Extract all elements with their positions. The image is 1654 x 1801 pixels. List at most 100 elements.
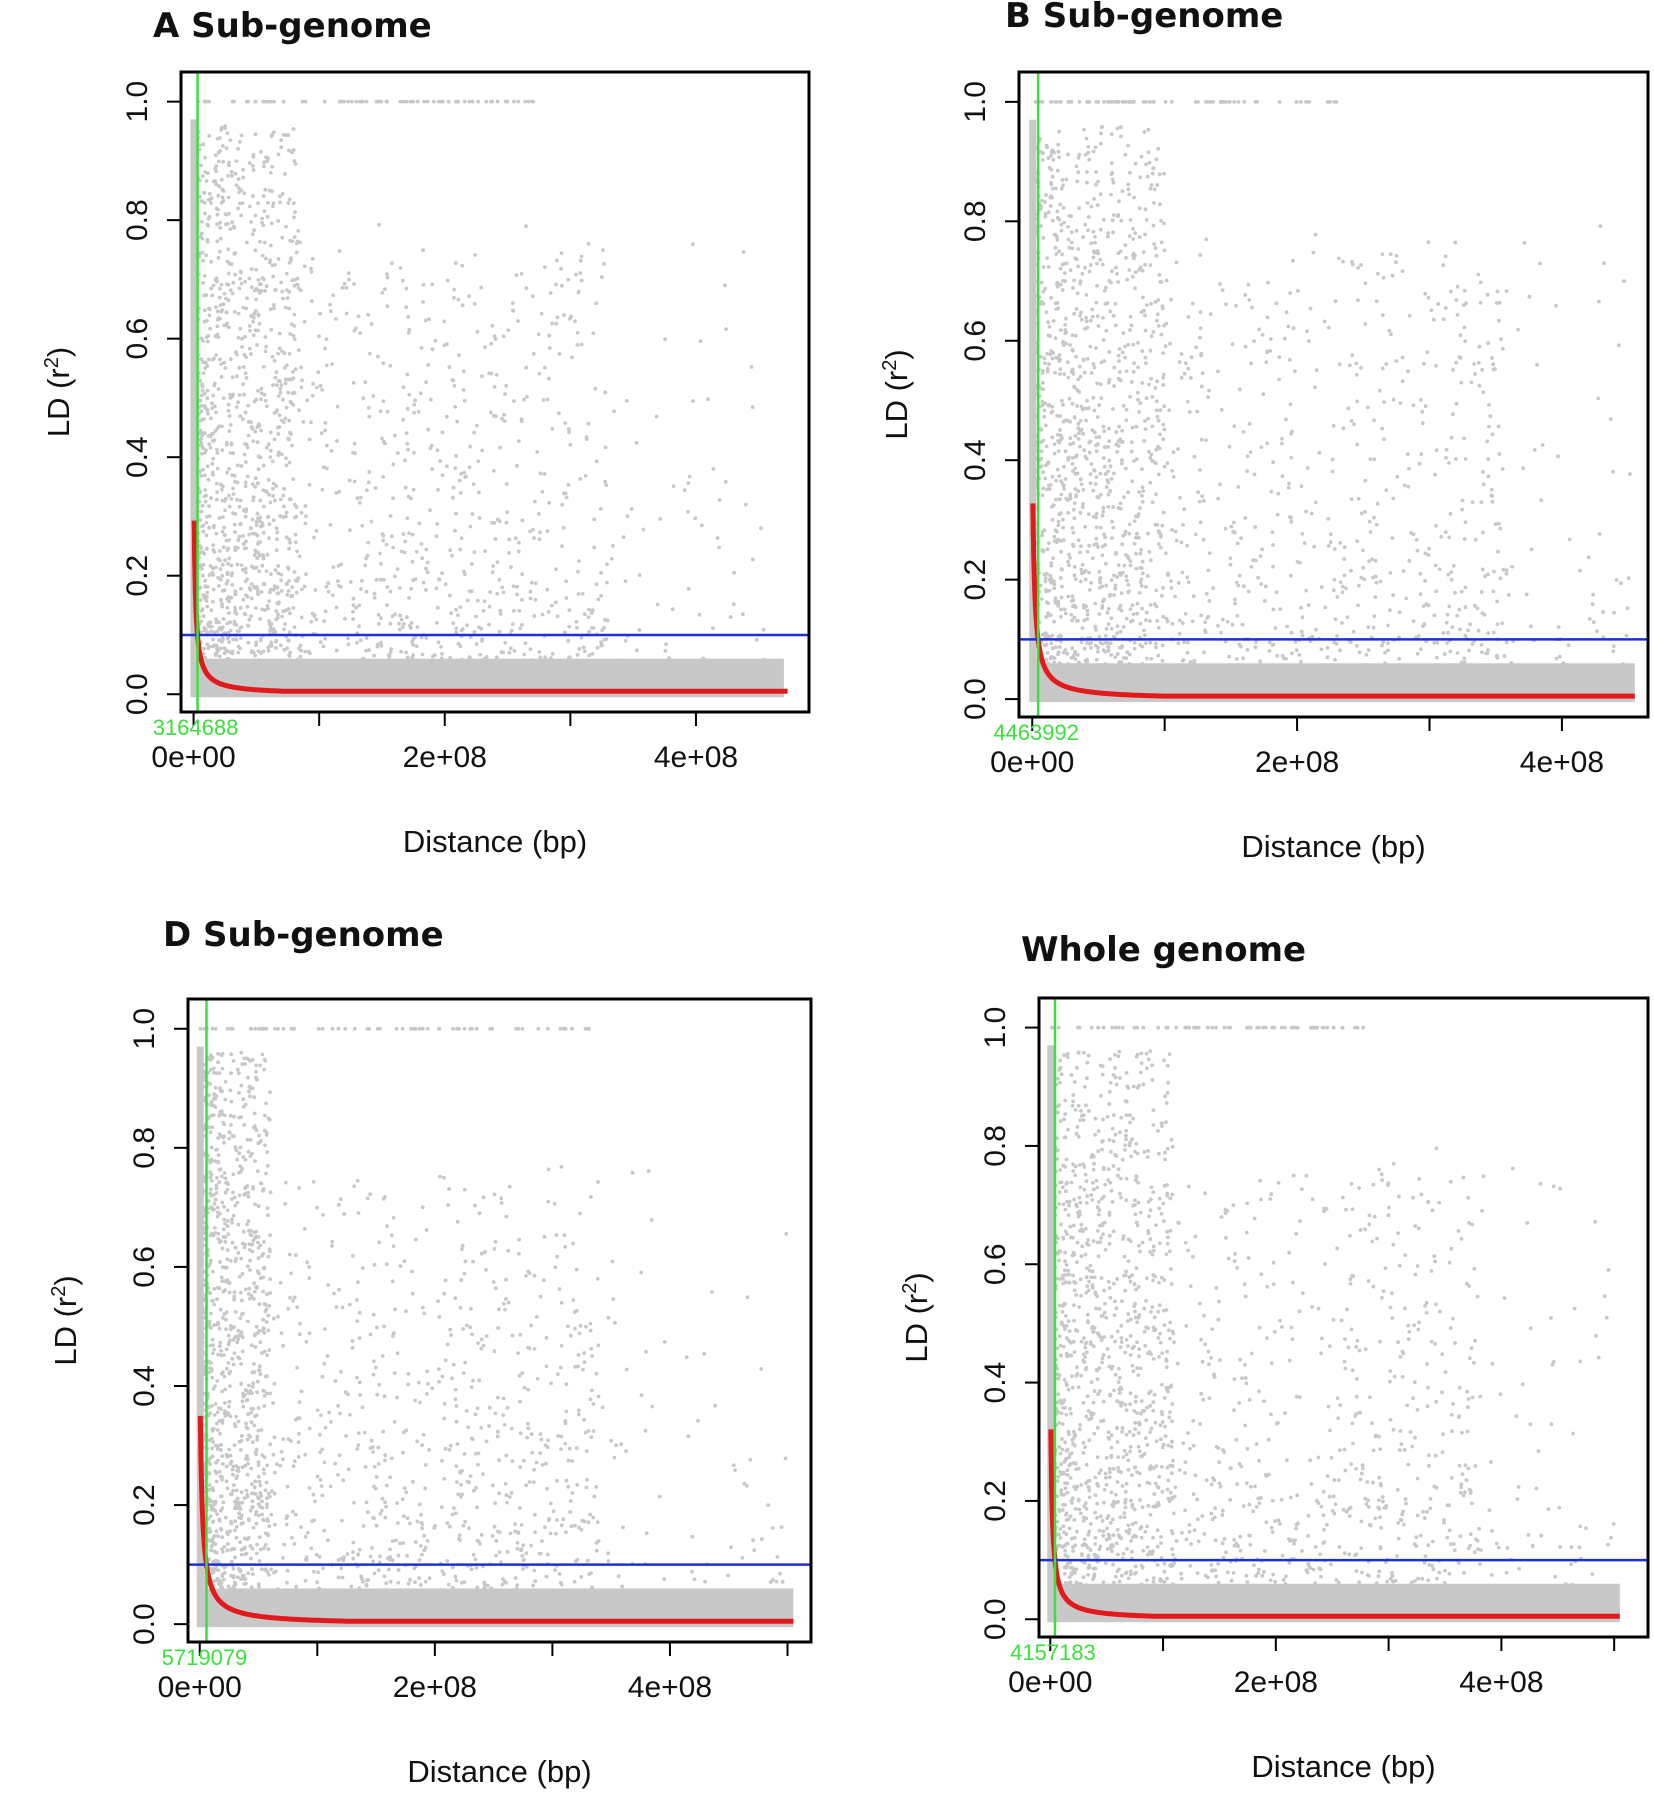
ld-point [1067, 245, 1072, 250]
ld-point [261, 677, 266, 682]
ld-point [228, 677, 232, 682]
ld-point [269, 327, 274, 332]
ld-point [450, 378, 455, 382]
ld-point [201, 614, 206, 618]
ld-point [221, 545, 226, 550]
ld-point [253, 99, 258, 104]
ld-point [1261, 392, 1266, 397]
ld-point [449, 611, 453, 616]
ld-point [393, 612, 397, 617]
ld-point [215, 664, 220, 668]
ld-point [1104, 485, 1109, 489]
ld-point [1155, 619, 1160, 623]
ld-point [404, 286, 409, 291]
ld-point [282, 504, 286, 509]
ld-point [1386, 648, 1390, 653]
ld-point [1296, 289, 1300, 293]
ld-point [213, 404, 217, 409]
ld-point [1235, 541, 1240, 546]
ld-point [523, 99, 528, 104]
ld-point [1066, 594, 1071, 599]
ld-point [301, 420, 306, 424]
ld-point [1198, 253, 1203, 257]
ld-point [369, 322, 374, 326]
ld-point [1337, 362, 1342, 367]
ld-point [1152, 201, 1156, 205]
ld-point [1333, 617, 1338, 622]
ld-point [1111, 525, 1116, 530]
ld-point [225, 440, 229, 445]
ld-point [1112, 573, 1116, 578]
ld-point [1085, 608, 1090, 613]
ld-point [298, 240, 302, 245]
ld-point [1114, 265, 1118, 270]
ld-point [1093, 686, 1097, 690]
ld-point [1152, 602, 1157, 607]
ld-point [1287, 358, 1292, 362]
ld-point [418, 391, 423, 396]
ld-point [575, 653, 580, 657]
ld-point [1349, 419, 1354, 423]
ld-point [457, 353, 461, 357]
ld-point [354, 658, 359, 663]
ld-point [1070, 402, 1075, 406]
ld-point [323, 636, 327, 641]
ld-point [1554, 656, 1559, 661]
ld-point [1206, 684, 1210, 689]
ld-point [1602, 261, 1606, 265]
ld-point [548, 291, 553, 295]
ld-point [1118, 501, 1123, 506]
ld-point [1399, 675, 1404, 680]
ld-point [1073, 577, 1078, 581]
ld-point [1532, 448, 1537, 452]
ld-point [520, 598, 524, 602]
ld-point [1232, 424, 1237, 428]
ld-point [415, 99, 420, 104]
ld-point [282, 664, 287, 668]
ld-point [1130, 680, 1135, 684]
ld-point [217, 295, 222, 300]
ld-point [604, 483, 609, 488]
ld-point [385, 677, 390, 682]
ld-point [1449, 577, 1454, 582]
ld-point [1370, 557, 1375, 562]
ld-point [244, 376, 249, 380]
ld-point [1094, 449, 1099, 454]
ld-point [218, 249, 222, 254]
ld-point [372, 596, 377, 600]
ld-point [399, 649, 403, 654]
ld-point [1180, 570, 1185, 575]
panel-title-whole: Whole genome [1021, 930, 1307, 970]
ld-point [604, 675, 609, 680]
ld-point [225, 605, 230, 610]
ld-point [600, 628, 605, 632]
ld-point [222, 360, 227, 365]
ld-point [1448, 512, 1453, 516]
ld-point [1078, 477, 1083, 482]
ld-point [1468, 622, 1472, 627]
ld-point [267, 536, 271, 540]
ld-point [1132, 361, 1136, 366]
ld-point [491, 564, 495, 568]
ld-point [484, 99, 489, 104]
ld-point [316, 370, 321, 375]
ld-point [471, 482, 476, 487]
ld-point [307, 649, 311, 654]
ld-point [382, 287, 387, 292]
ld-point [561, 525, 566, 530]
ld-point [274, 609, 279, 613]
ld-point [210, 570, 215, 575]
ld-point [1116, 280, 1120, 284]
ld-point [268, 170, 273, 175]
ld-point [222, 291, 227, 296]
ld-point [191, 165, 196, 169]
ld-point [323, 428, 327, 433]
ld-point [379, 616, 383, 620]
ld-point [1477, 344, 1482, 349]
ld-point [217, 584, 221, 588]
ld-point [1216, 623, 1220, 628]
ld-point [1071, 469, 1075, 473]
ld-point [220, 484, 225, 489]
ld-point [420, 652, 425, 657]
ld-point [284, 582, 289, 586]
